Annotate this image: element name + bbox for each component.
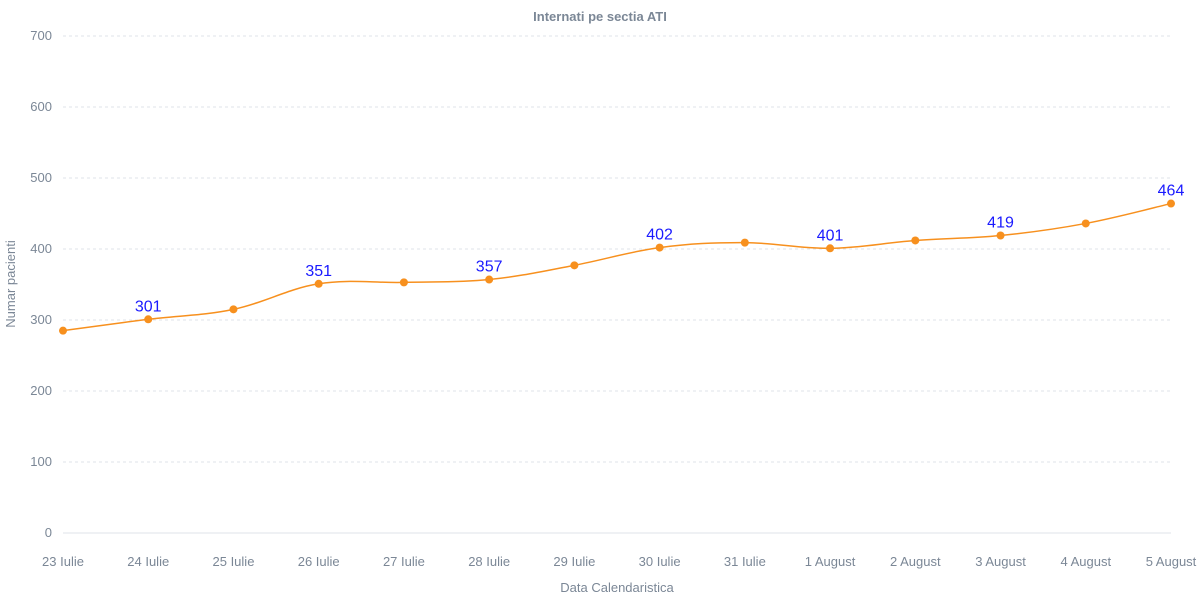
data-label: 351 — [305, 263, 332, 280]
grid-layer — [63, 35, 1171, 534]
data-point[interactable] — [570, 261, 579, 270]
y-tick-label: 400 — [30, 241, 52, 256]
x-tick-label: 30 Iulie — [639, 554, 681, 569]
x-axis-title: Data Calendaristica — [560, 580, 674, 595]
chart-title: Internati pe sectia ATI — [533, 9, 667, 24]
data-point[interactable] — [1081, 219, 1090, 228]
data-label: 301 — [135, 298, 162, 315]
data-point[interactable] — [399, 278, 408, 287]
y-axis-ticks: 0 100 200 300 400 500 600 700 — [30, 28, 52, 540]
y-tick-label: 500 — [30, 170, 52, 185]
x-tick-label: 24 Iulie — [127, 554, 169, 569]
y-axis-title: Numar pacienti — [3, 240, 18, 328]
x-tick-label: 1 August — [805, 554, 856, 569]
x-tick-label: 26 Iulie — [298, 554, 340, 569]
data-labels: 301 351 357 402 401 419 464 — [135, 183, 1185, 316]
x-tick-label: 4 August — [1060, 554, 1111, 569]
data-point[interactable] — [59, 326, 67, 335]
x-tick-label: 29 Iulie — [553, 554, 595, 569]
x-axis-ticks: 23 Iulie 24 Iulie 25 Iulie 26 Iulie 27 Iulie… — [42, 554, 1197, 569]
series-line — [62, 202, 1172, 332]
x-tick-label: 5 August — [1146, 554, 1197, 569]
y-tick-label: 700 — [30, 28, 52, 43]
data-point[interactable] — [740, 238, 749, 247]
data-point[interactable] — [314, 279, 323, 288]
data-point[interactable] — [911, 236, 920, 245]
y-tick-label: 100 — [30, 454, 52, 469]
data-point[interactable] — [144, 315, 153, 324]
data-label: 402 — [646, 227, 673, 244]
x-tick-label: 31 Iulie — [724, 554, 766, 569]
data-point[interactable] — [485, 275, 494, 284]
data-label: 419 — [987, 215, 1014, 232]
data-label: 401 — [817, 227, 844, 244]
x-tick-label: 3 August — [975, 554, 1026, 569]
x-tick-label: 27 Iulie — [383, 554, 425, 569]
series-markers — [59, 199, 1175, 335]
y-tick-label: 200 — [30, 383, 52, 398]
data-point[interactable] — [826, 244, 835, 253]
data-point[interactable] — [655, 243, 664, 252]
data-label: 464 — [1158, 183, 1185, 200]
data-point[interactable] — [1167, 199, 1175, 208]
x-tick-label: 2 August — [890, 554, 941, 569]
x-tick-label: 28 Iulie — [468, 554, 510, 569]
x-tick-label: 23 Iulie — [42, 554, 84, 569]
data-label: 357 — [476, 259, 503, 276]
data-point[interactable] — [229, 305, 238, 314]
x-tick-label: 25 Iulie — [213, 554, 255, 569]
y-tick-label: 600 — [30, 99, 52, 114]
y-tick-label: 0 — [45, 525, 52, 540]
y-tick-label: 300 — [30, 312, 52, 327]
data-point[interactable] — [996, 231, 1005, 240]
